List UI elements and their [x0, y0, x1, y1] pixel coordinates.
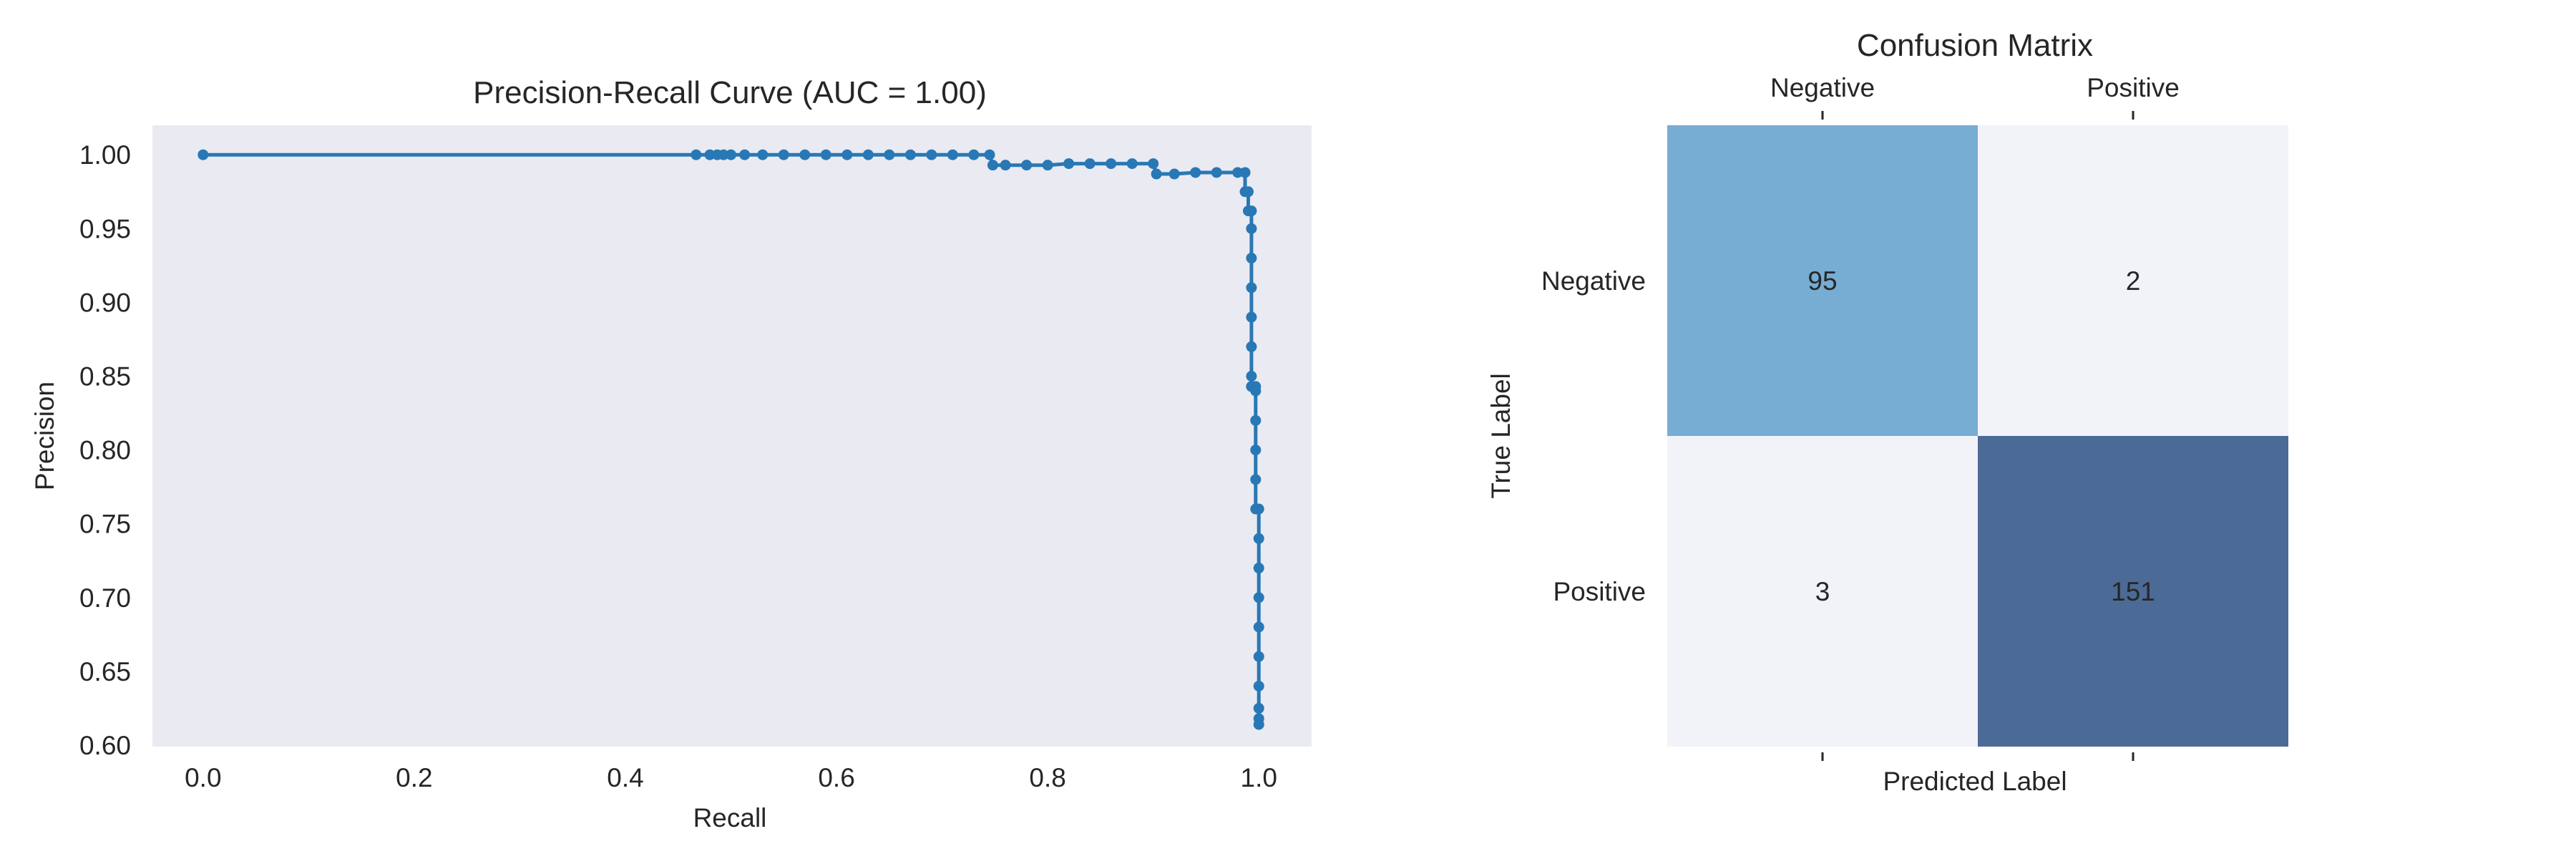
pr-y-axis-ticks: 0.60 0.65 0.70 0.75 0.80 0.85 0.90 0.95 1.00 — [79, 140, 131, 760]
cm-x-axis-label: Predicted Label — [1883, 767, 2067, 796]
pr-data-point — [757, 149, 769, 160]
pr-data-point — [1239, 167, 1251, 178]
pr-x-axis-label: Recall — [693, 803, 767, 833]
cm-cell-value: 3 — [1815, 577, 1830, 606]
cm-cell — [1978, 125, 2288, 436]
pr-data-point — [1246, 311, 1257, 323]
cm-tick-marks — [1821, 111, 2135, 761]
pr-data-point — [704, 149, 716, 160]
pr-data-point — [820, 149, 831, 160]
pr-y-axis-label: Precision — [30, 382, 59, 490]
pr-data-point — [987, 160, 998, 171]
pr-data-point — [726, 149, 737, 160]
pr-y-tick-label: 0.95 — [79, 214, 131, 243]
cm-cell — [1978, 436, 2288, 747]
pr-data-point — [1126, 158, 1138, 170]
pr-data-point — [1106, 158, 1117, 170]
cm-column-label: Positive — [2087, 73, 2180, 102]
pr-data-point — [1190, 167, 1201, 178]
pr-data-point — [718, 149, 729, 160]
pr-data-point — [1084, 158, 1096, 170]
pr-data-point — [1253, 503, 1264, 515]
cm-cell — [1667, 125, 1978, 436]
pr-chart-title: Precision-Recall Curve (AUC = 1.00) — [473, 75, 987, 110]
pr-series — [197, 149, 1264, 730]
pr-y-tick-label: 0.65 — [79, 657, 131, 686]
pr-data-point — [1211, 167, 1222, 178]
pr-data-point — [1021, 160, 1033, 171]
pr-data-point — [1253, 680, 1264, 691]
cm-cell — [1667, 436, 1978, 747]
pr-data-point — [841, 149, 853, 160]
pr-data-point — [799, 149, 811, 160]
pr-data-point — [1246, 205, 1257, 217]
pr-data-point — [1250, 445, 1262, 456]
pr-data-point — [1246, 282, 1257, 293]
pr-y-tick-label: 0.70 — [79, 583, 131, 613]
pr-data-point — [1246, 370, 1257, 382]
cm-row-labels: Negative Positive — [1541, 266, 1646, 606]
pr-plot-area — [152, 125, 1312, 747]
cm-column-label: Negative — [1770, 73, 1875, 102]
pr-data-point — [1250, 414, 1262, 426]
pr-y-tick-label: 0.60 — [79, 731, 131, 760]
pr-data-point — [1253, 621, 1264, 633]
pr-x-tick-label: 0.8 — [1029, 763, 1065, 792]
pr-data-point — [1246, 223, 1257, 234]
pr-data-point — [1246, 341, 1257, 352]
pr-data-point — [778, 149, 789, 160]
cm-row-label: Negative — [1541, 266, 1646, 296]
pr-data-point — [1063, 158, 1075, 170]
pr-data-point — [1250, 385, 1262, 397]
pr-data-point — [1148, 158, 1159, 170]
pr-data-point — [904, 149, 916, 160]
pr-y-tick-label: 0.90 — [79, 288, 131, 317]
cm-y-axis-label: True Label — [1486, 373, 1516, 499]
pr-data-point — [968, 149, 980, 160]
pr-data-point — [1042, 160, 1053, 171]
pr-data-point — [984, 149, 995, 160]
pr-data-point — [926, 149, 937, 160]
cm-cell-value: 151 — [2111, 577, 2155, 606]
pr-x-tick-label: 0.0 — [185, 763, 221, 792]
precision-recall-chart: Precision-Recall Curve (AUC = 1.00) 0.60… — [30, 75, 1312, 833]
pr-data-point — [947, 149, 958, 160]
pr-data-point — [1253, 592, 1264, 603]
pr-data-point — [1253, 563, 1264, 574]
pr-y-tick-label: 0.85 — [79, 361, 131, 391]
pr-x-tick-label: 0.6 — [818, 763, 854, 792]
pr-data-point — [691, 149, 702, 160]
pr-data-point — [1253, 702, 1264, 714]
cm-column-labels: Negative Positive — [1770, 73, 2180, 102]
pr-y-tick-label: 0.80 — [79, 436, 131, 465]
pr-data-point — [884, 149, 895, 160]
pr-x-tick-label: 0.2 — [396, 763, 432, 792]
pr-y-tick-label: 0.75 — [79, 510, 131, 539]
pr-data-point — [1169, 168, 1180, 180]
pr-data-point — [1246, 253, 1257, 264]
cm-cell-value: 95 — [1807, 266, 1837, 296]
pr-data-point — [1253, 533, 1264, 544]
pr-x-tick-label: 1.0 — [1241, 763, 1277, 792]
pr-data-point — [739, 149, 751, 160]
cm-cells: 95 2 3 151 — [1667, 125, 2288, 747]
pr-x-tick-label: 0.4 — [607, 763, 643, 792]
pr-data-point — [1242, 186, 1254, 198]
pr-data-point — [1151, 168, 1162, 180]
pr-data-point — [862, 149, 874, 160]
pr-data-point — [1250, 474, 1262, 485]
pr-data-point — [197, 149, 209, 160]
cm-cell-value: 2 — [2126, 266, 2141, 296]
cm-chart-title: Confusion Matrix — [1857, 28, 2093, 63]
pr-data-point — [1253, 719, 1264, 730]
pr-y-tick-label: 1.00 — [79, 140, 131, 170]
pr-data-point — [1232, 167, 1244, 178]
pr-x-axis-ticks: 0.0 0.2 0.4 0.6 0.8 1.0 — [185, 763, 1277, 792]
confusion-matrix-chart: Confusion Matrix 95 2 3 151 Negative Positiv… — [1486, 28, 2288, 796]
pr-data-point — [1000, 160, 1011, 171]
cm-row-label: Positive — [1553, 577, 1646, 606]
pr-data-point — [1253, 651, 1264, 662]
